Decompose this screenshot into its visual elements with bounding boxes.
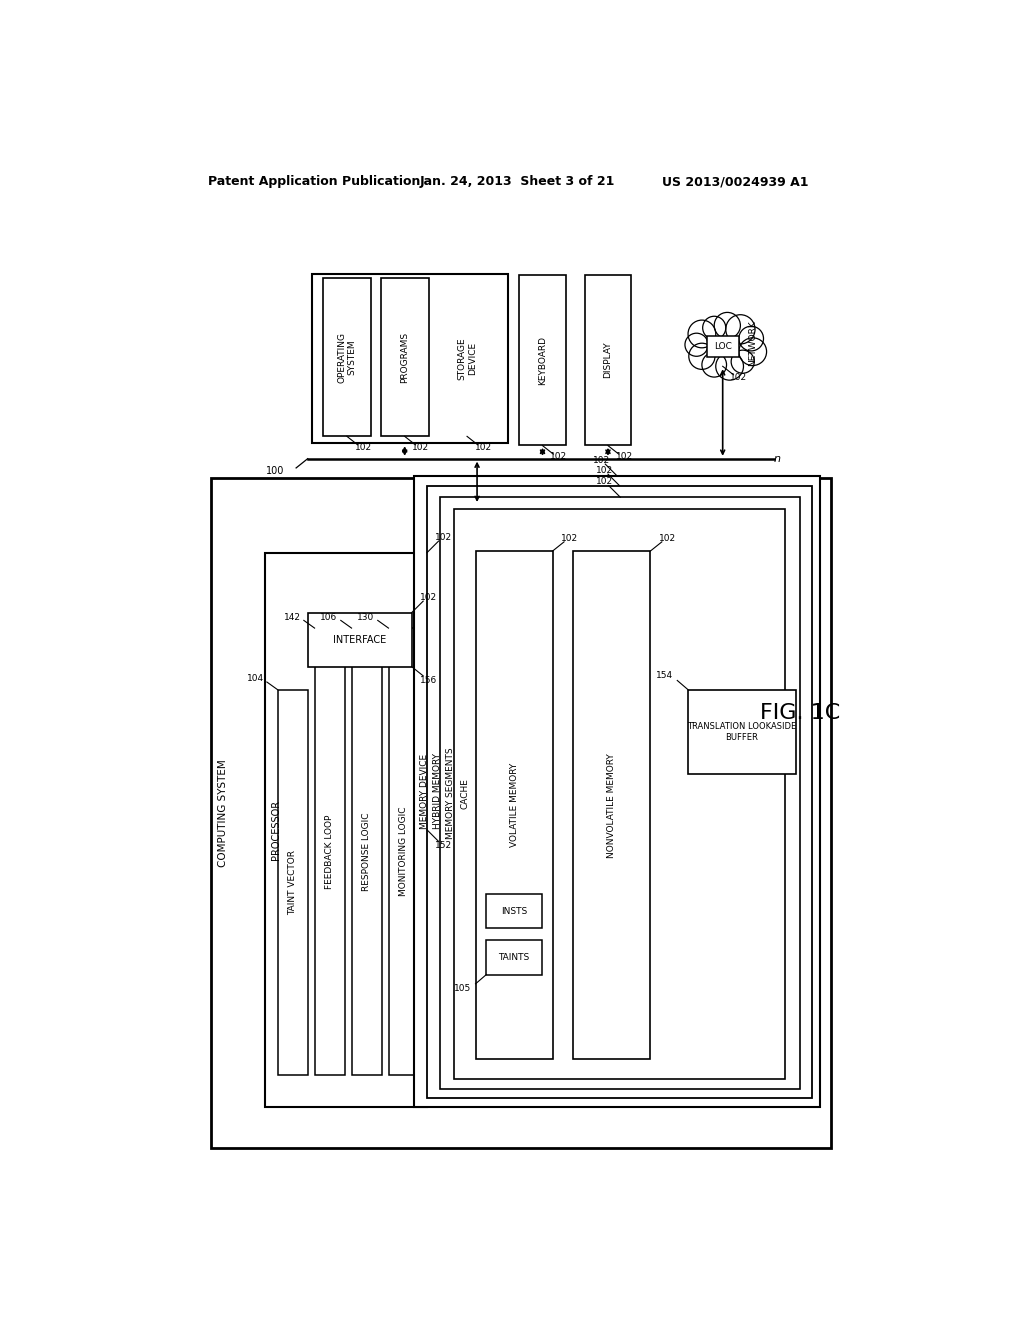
Circle shape [688,321,716,348]
Text: PROGRAMS: PROGRAMS [400,331,410,383]
Bar [573,552,650,1059]
Text: 102: 102 [596,466,612,475]
Text: 102: 102 [475,442,492,451]
Bar [323,277,371,436]
Bar [486,940,542,974]
Bar [519,276,565,445]
Text: KEYBOARD: KEYBOARD [538,335,547,384]
Circle shape [701,352,727,378]
Text: Patent Application Publication: Patent Application Publication [208,176,420,187]
Circle shape [689,343,715,370]
Text: COMPUTING SYSTEM: COMPUTING SYSTEM [218,759,228,867]
Text: TAINTS: TAINTS [499,953,529,962]
Text: 102: 102 [550,451,567,461]
Text: VOLATILE MEMORY: VOLATILE MEMORY [510,763,518,847]
Bar [307,612,412,667]
Circle shape [726,314,755,345]
Text: US 2013/0024939 A1: US 2013/0024939 A1 [662,176,808,187]
Bar [427,486,812,1098]
Text: LOC: LOC [714,342,731,351]
Text: DISPLAY: DISPLAY [603,342,612,379]
Bar [585,276,631,445]
Text: RESPONSE LOGIC: RESPONSE LOGIC [362,812,372,891]
Text: 102: 102 [593,455,610,465]
Text: 102: 102 [420,593,437,602]
Text: STORAGE
DEVICE: STORAGE DEVICE [458,338,477,380]
Text: PROCESSOR: PROCESSOR [271,800,282,859]
Bar [388,628,419,1074]
Text: FEEDBACK LOOP: FEEDBACK LOOP [326,814,335,888]
Bar [440,498,801,1089]
Circle shape [731,350,755,374]
Text: CACHE: CACHE [460,779,469,809]
Text: MEMORY DEVICE: MEMORY DEVICE [420,754,429,829]
Text: 104: 104 [247,675,264,684]
Bar [454,508,785,1078]
Circle shape [702,317,726,339]
Text: 100: 100 [266,466,285,477]
Text: 154: 154 [655,672,673,680]
Text: 152: 152 [435,841,453,850]
Text: 102: 102 [435,533,453,541]
Text: 102: 102 [561,533,578,543]
Bar [278,689,308,1074]
Text: TRANSLATION LOOKASIDE
BUFFER: TRANSLATION LOOKASIDE BUFFER [687,722,797,742]
Circle shape [739,326,764,351]
Circle shape [714,313,740,339]
Text: NONVOLATILE MEMORY: NONVOLATILE MEMORY [607,752,616,858]
Text: 105: 105 [454,983,471,993]
Text: 106: 106 [321,612,338,622]
Text: 156: 156 [420,676,437,685]
Circle shape [685,333,708,356]
Bar [381,277,429,436]
Text: 102: 102 [658,533,676,543]
Circle shape [716,352,743,380]
Bar [265,553,427,1107]
Text: INSTS: INSTS [501,907,527,916]
Text: HYBRID MEMORY: HYBRID MEMORY [433,754,442,829]
Text: MEMORY SEGMENTS: MEMORY SEGMENTS [446,747,456,838]
Text: 102: 102 [354,442,372,451]
Bar [211,478,831,1148]
Bar [486,894,542,928]
Text: n: n [774,454,781,463]
Text: 130: 130 [357,612,375,622]
Text: Jan. 24, 2013  Sheet 3 of 21: Jan. 24, 2013 Sheet 3 of 21 [419,176,614,187]
Text: 102: 102 [615,451,633,461]
Text: FIG. 1C: FIG. 1C [761,702,841,723]
Text: NETWORK: NETWORK [749,321,757,366]
Circle shape [739,338,767,366]
Text: TAINT VECTOR: TAINT VECTOR [289,850,298,915]
Bar [414,475,819,1107]
Bar [351,628,382,1074]
Text: 102: 102 [596,478,613,486]
Text: 142: 142 [284,612,301,622]
Bar [688,689,796,775]
Text: MONITORING LOGIC: MONITORING LOGIC [399,807,409,896]
Bar [311,275,508,444]
Text: 102: 102 [730,374,748,383]
Text: OPERATING
SYSTEM: OPERATING SYSTEM [337,331,356,383]
Bar [707,335,739,358]
Text: INTERFACE: INTERFACE [333,635,386,644]
Text: 102: 102 [413,442,429,451]
Bar [475,552,553,1059]
Bar [314,628,345,1074]
